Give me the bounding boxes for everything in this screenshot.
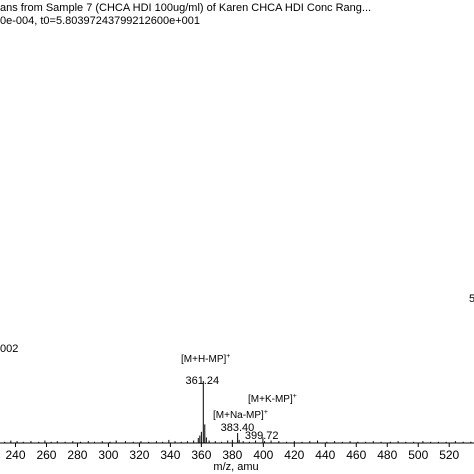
x-tick-label: 300 [98,448,118,462]
ion-annotation: [M+Na-MP]+ [213,409,268,421]
x-tick-label: 260 [36,448,56,462]
peak-mz-label: 361.24 [185,375,219,387]
x-tick-label: 520 [439,448,459,462]
x-tick-label: 320 [129,448,149,462]
x-axis-label: m/z, amu [213,461,258,473]
x-tick-label: 360 [191,448,211,462]
x-tick-label: 380 [222,448,242,462]
right-edge-note: 5 [469,293,474,305]
x-tick-label: 240 [5,448,25,462]
ion-annotation: [M+H-MP]+ [181,353,230,365]
peak-mz-label: 399.72 [245,430,279,442]
peak-mz-label: 383.40 [221,422,255,434]
x-tick-label: 400 [253,448,273,462]
x-tick-label: 340 [160,448,180,462]
ion-annotation: [M+K-MP]+ [248,393,297,405]
x-tick-label: 280 [67,448,87,462]
peak-series [4,381,472,443]
x-tick-label: 480 [377,448,397,462]
x-tick-label: 440 [315,448,335,462]
chart-header-line-1: ans from Sample 7 (CHCA HDI 100ug/ml) of… [0,2,372,14]
x-tick-label: 500 [408,448,428,462]
x-axis-ticks: 240 260 280 300 320 340 360 380 400 420 440 460 480 5… [5,443,460,462]
chart-header-line-2: 0e-004, t0=5.80397243799212600e+001 [0,15,201,27]
left-edge-note: 002 [0,343,19,355]
x-tick-label: 420 [284,448,304,462]
x-tick-label: 460 [346,448,366,462]
